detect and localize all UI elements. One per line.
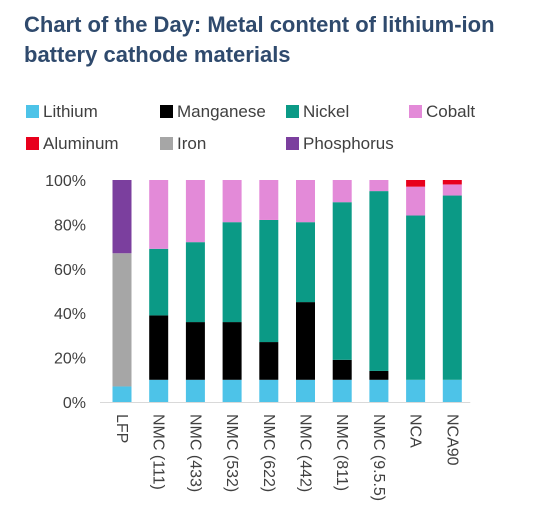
- bar-segment-manganese: [222, 322, 242, 380]
- bar-segment-lithium: [185, 379, 205, 402]
- legend-label: Manganese: [177, 102, 266, 121]
- legend-label: Phosphorus: [303, 134, 394, 153]
- legend-swatch: [160, 105, 173, 118]
- legend: Lithium Manganese Nickel Cobalt Aluminum Iron…: [26, 102, 526, 160]
- chart-title: Chart of the Day: Metal content of lithi…: [24, 12, 495, 67]
- x-tick-label: NMC (111): [150, 414, 167, 490]
- bar-segment-lithium: [332, 379, 352, 402]
- bar-segment-cobalt: [296, 180, 315, 223]
- x-tick-label: NMC (9.5.5): [370, 414, 387, 501]
- bar-segment-phosphorus: [112, 180, 132, 254]
- bar-segment-cobalt: [149, 180, 169, 249]
- y-tick-label: 0%: [63, 395, 86, 412]
- legend-label: Nickel: [303, 102, 350, 121]
- bar-segment-nickel: [442, 195, 462, 380]
- x-tick-label: NMC (532): [223, 414, 240, 492]
- x-tick-label: NCA: [407, 414, 424, 448]
- bar-segment-cobalt: [185, 180, 205, 243]
- legend-item-cobalt: Cobalt: [409, 102, 475, 124]
- y-tick-label: 40%: [54, 306, 86, 323]
- legend-item-phosphorus: Phosphorus: [286, 134, 394, 156]
- bar-segment-lithium: [259, 379, 279, 402]
- bar-segment-manganese: [259, 342, 279, 380]
- bar-segment-nickel: [259, 219, 279, 343]
- bar-segment-cobalt: [406, 186, 426, 216]
- legend-item-nickel: Nickel: [286, 102, 349, 124]
- bar-segment-cobalt: [442, 184, 462, 196]
- bar-segment-lithium: [442, 379, 462, 402]
- legend-label: Lithium: [43, 102, 98, 121]
- legend-swatch: [409, 105, 422, 118]
- legend-swatch: [26, 105, 39, 118]
- legend-item-lithium: Lithium: [26, 102, 98, 124]
- x-tick-label: NMC (433): [186, 414, 203, 492]
- bar-segment-nickel: [369, 191, 389, 371]
- legend-label: Cobalt: [426, 102, 476, 121]
- bar-segment-cobalt: [332, 180, 352, 203]
- bar-segment-aluminum: [406, 180, 426, 187]
- x-tick-label: LFP: [113, 414, 130, 443]
- bar-segment-nickel: [406, 215, 426, 380]
- y-tick-label: 20%: [54, 351, 86, 368]
- bar-segment-nickel: [222, 222, 242, 323]
- legend-swatch: [286, 137, 299, 150]
- bar-segment-lithium: [149, 379, 169, 402]
- legend-label: Aluminum: [43, 134, 119, 153]
- bar-segment-manganese: [149, 315, 169, 380]
- x-tick-label: NMC (811): [333, 414, 350, 491]
- bar-segment-nickel: [185, 242, 205, 323]
- x-tick-label: NCA90: [443, 414, 460, 466]
- legend-label: Iron: [177, 134, 207, 153]
- legend-swatch: [286, 105, 299, 118]
- x-tick-label: NMC (442): [297, 414, 314, 492]
- bar-segment-lithium: [222, 379, 242, 402]
- bar-segment-lithium: [406, 379, 426, 402]
- legend-swatch: [160, 137, 173, 150]
- bar-segment-manganese: [185, 322, 205, 380]
- bar-segment-cobalt: [222, 180, 242, 223]
- bar-segment-nickel: [296, 222, 315, 303]
- bar-segment-iron: [112, 253, 132, 387]
- y-tick-label: 60%: [54, 262, 86, 279]
- legend-item-iron: Iron: [160, 134, 206, 156]
- y-tick-label: 100%: [45, 173, 86, 190]
- bar-segment-lithium: [112, 386, 132, 402]
- legend-swatch: [26, 137, 39, 150]
- bar-segment-lithium: [369, 379, 389, 402]
- bar-segment-cobalt: [259, 180, 279, 220]
- bar-segment-aluminum: [442, 180, 462, 185]
- bar-segment-manganese: [332, 359, 352, 380]
- bar-segment-cobalt: [369, 180, 389, 192]
- x-tick-label: NMC (622): [260, 414, 277, 492]
- bar-segment-nickel: [332, 202, 352, 360]
- bar-segment-lithium: [296, 379, 315, 402]
- bar-segment-nickel: [149, 248, 169, 316]
- y-tick-label: 80%: [54, 217, 86, 234]
- legend-item-manganese: Manganese: [160, 102, 266, 124]
- bar-segment-manganese: [296, 302, 315, 380]
- legend-item-aluminum: Aluminum: [26, 134, 119, 156]
- bar-segment-manganese: [369, 370, 389, 380]
